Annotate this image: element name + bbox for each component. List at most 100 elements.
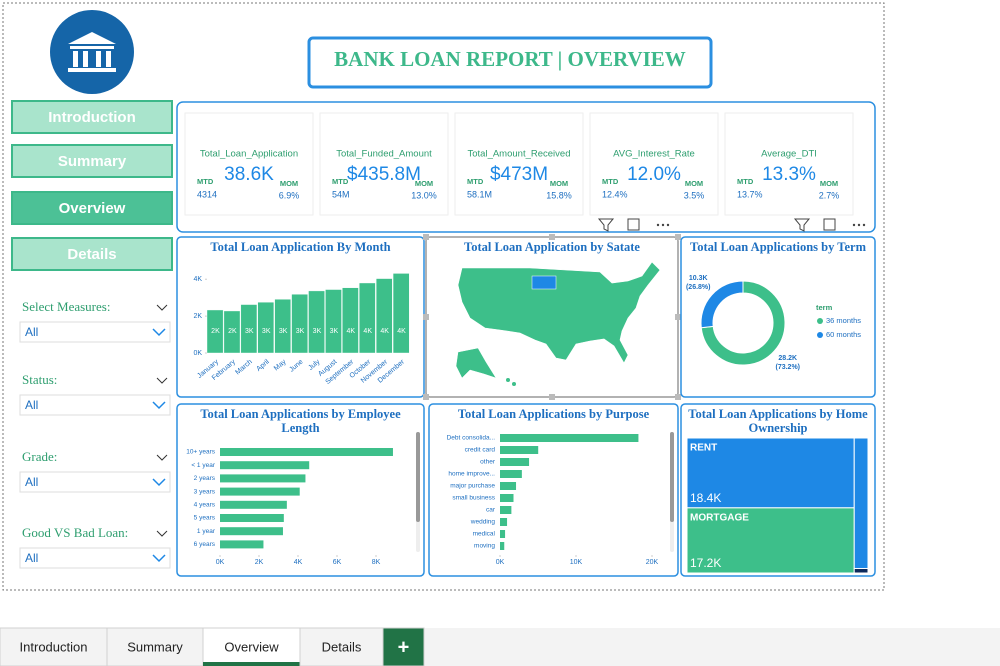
map-alaska	[455, 347, 497, 379]
bar	[500, 494, 514, 502]
bar	[342, 287, 359, 354]
bar	[223, 310, 241, 354]
kpi-mom-label: MOM	[685, 179, 703, 188]
legend-title: term	[816, 303, 833, 312]
x-tick-label: May	[273, 358, 288, 372]
more-icon[interactable]	[661, 223, 665, 227]
scrollbar-thumb[interactable]	[670, 432, 674, 522]
filter-chevron[interactable]	[156, 377, 168, 384]
tile-label: MORTGAGE	[690, 512, 749, 523]
filter-chevron[interactable]	[156, 454, 168, 461]
tile-value: 18.4K	[690, 491, 721, 505]
selection-handle	[549, 234, 555, 240]
kpi-value: $473M	[490, 164, 548, 185]
selection-handle	[549, 394, 555, 400]
more-icon[interactable]	[862, 223, 866, 227]
bar	[220, 487, 300, 496]
nav-label[interactable]: Details	[67, 246, 116, 263]
more-icon[interactable]	[666, 223, 670, 227]
nav-label[interactable]: Overview	[59, 200, 126, 217]
nav-label[interactable]: Introduction	[48, 109, 135, 126]
tab-label[interactable]: Introduction	[20, 639, 88, 654]
tab-underline	[203, 662, 300, 666]
filter-dropdown[interactable]	[19, 321, 171, 343]
filter-icon[interactable]	[597, 218, 615, 232]
legend-label: 36 months	[826, 316, 861, 325]
nav-button[interactable]	[11, 144, 173, 178]
filter-dropdown[interactable]	[19, 547, 171, 569]
more-icon[interactable]	[656, 223, 660, 227]
tab[interactable]	[299, 627, 384, 666]
tab-label[interactable]: Details	[322, 639, 362, 654]
report-title: BANK LOAN REPORT | OVERVIEW	[334, 47, 686, 71]
filter-chevron[interactable]	[152, 328, 166, 337]
kpi-card	[184, 112, 314, 216]
kpi-value: 12.0%	[627, 164, 681, 185]
filter-value[interactable]: All	[25, 475, 38, 489]
treemap-tile	[853, 437, 869, 569]
filter-chevron[interactable]	[152, 478, 166, 487]
filter-icon[interactable]	[793, 218, 811, 232]
donut-segment	[700, 280, 786, 366]
y-tick-label: other	[480, 459, 496, 466]
filter-dropdown[interactable]	[19, 471, 171, 493]
value-label: 28.2K	[778, 355, 797, 362]
focus-icon[interactable]	[627, 218, 640, 231]
map-hawaii	[512, 382, 516, 386]
bar	[308, 290, 325, 354]
nav-button[interactable]	[11, 191, 173, 225]
filter-chevron[interactable]	[156, 304, 168, 311]
bar	[359, 282, 376, 354]
bar	[500, 470, 522, 478]
tab-label[interactable]: Overview	[224, 639, 279, 654]
bar	[392, 273, 410, 354]
map-highlight-state[interactable]	[531, 275, 557, 290]
value-label: 10.3K	[689, 275, 708, 282]
filter-chevron[interactable]	[156, 530, 168, 537]
bar	[375, 278, 393, 354]
nav-button[interactable]	[11, 100, 173, 134]
value-label: 2K	[211, 328, 220, 335]
kpi-mom-label: MOM	[415, 179, 433, 188]
filter-chevron[interactable]	[152, 554, 166, 563]
more-icon[interactable]	[852, 223, 856, 227]
y-tick-label: Debt consolida...	[447, 435, 496, 442]
y-tick-label: 3 years	[194, 488, 216, 495]
x-tick-label: June	[288, 359, 304, 374]
tab[interactable]	[106, 627, 204, 666]
filter-value[interactable]: All	[25, 325, 38, 339]
bar	[220, 474, 306, 483]
tab-label[interactable]: Summary	[127, 639, 183, 654]
map-country	[457, 261, 661, 364]
selection-handle	[675, 234, 681, 240]
scrollbar-thumb[interactable]	[416, 432, 420, 522]
bar	[500, 482, 517, 490]
tab[interactable]	[382, 627, 425, 666]
y-tick-label: 4 years	[194, 502, 216, 509]
tab[interactable]	[0, 627, 108, 666]
kpi-mtd: 12.4%	[602, 189, 628, 199]
filter-value[interactable]: All	[25, 551, 38, 565]
more-icon[interactable]	[857, 223, 861, 227]
chart-panel	[680, 403, 876, 577]
y-tick-label: major purchase	[450, 483, 495, 490]
kpi-mtd-label: MTD	[737, 177, 754, 186]
filter-dropdown[interactable]	[19, 394, 171, 416]
kpi-mom-label: MOM	[820, 179, 838, 188]
tab[interactable]	[202, 627, 301, 666]
nav-button[interactable]	[11, 237, 173, 271]
chart-title: Total Loan Applications by Home Ownershi…	[688, 407, 868, 435]
kpi-mom: 15.8%	[546, 190, 572, 200]
y-tick-label: 1 year	[197, 528, 216, 535]
y-tick-label: wedding	[470, 519, 496, 526]
bar	[500, 506, 512, 514]
y-tick-label: car	[486, 507, 496, 514]
chart-title: Total Loan Application By Month	[210, 240, 391, 254]
nav-label[interactable]: Summary	[58, 153, 127, 170]
y-tick-label: < 1 year	[191, 462, 216, 469]
value-label: 4K	[347, 328, 356, 335]
filter-chevron[interactable]	[152, 401, 166, 410]
focus-icon[interactable]	[823, 218, 836, 231]
filter-value[interactable]: All	[25, 398, 38, 412]
tab-label[interactable]: +	[398, 636, 410, 658]
